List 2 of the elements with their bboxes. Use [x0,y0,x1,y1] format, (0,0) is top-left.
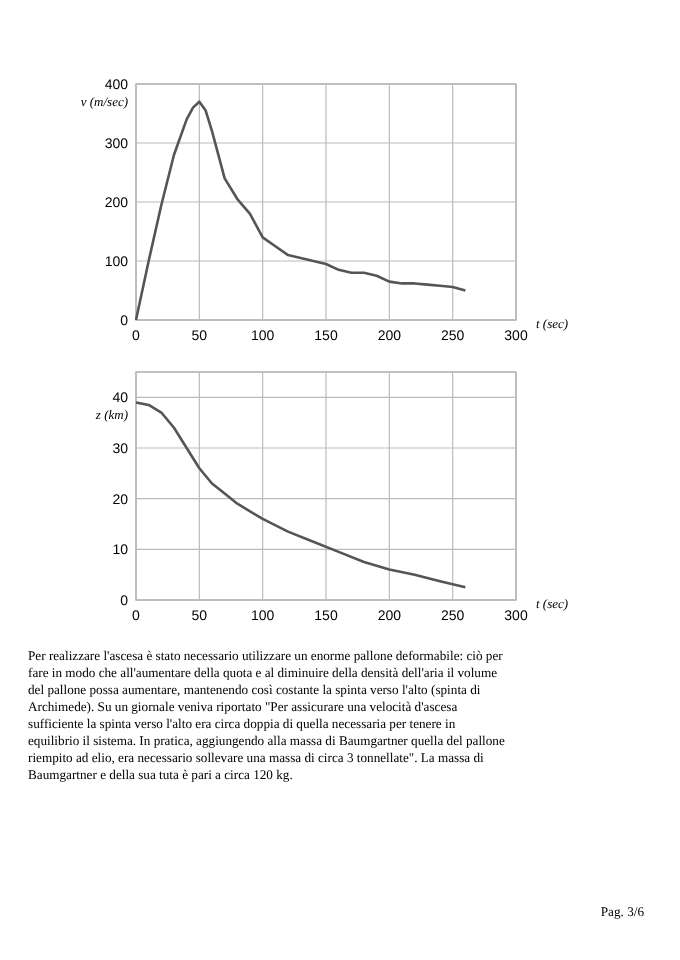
line-series [134,401,467,589]
line-series [134,100,467,322]
